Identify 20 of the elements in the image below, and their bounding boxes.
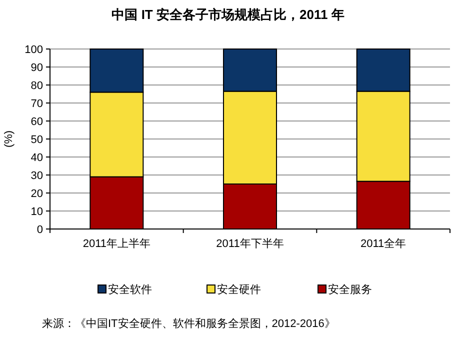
chart-title: 中国 IT 安全各子市场规模占比，2011 年 xyxy=(112,7,344,22)
legend-label: 安全硬件 xyxy=(217,283,261,296)
y-tick-label: 100 xyxy=(24,44,43,56)
y-tick-label: 20 xyxy=(30,188,43,200)
y-tick-label: 40 xyxy=(30,152,43,164)
legend-label: 安全软件 xyxy=(108,283,152,296)
x-tick-label: 2011年下半年 xyxy=(216,237,284,250)
y-tick-label: 10 xyxy=(30,206,43,218)
x-tick-label: 2011年上半年 xyxy=(82,237,150,250)
y-tick-label: 70 xyxy=(30,98,43,110)
y-tick-label: 90 xyxy=(30,62,43,74)
x-tick-label: 2011全年 xyxy=(360,238,406,250)
y-tick-label: 50 xyxy=(30,134,43,146)
source-note: 来源：《中国IT安全硬件、软件和服务全景图，2012-2016》 xyxy=(42,317,336,330)
legend-label: 安全服务 xyxy=(328,283,372,296)
y-axis-title: (%) xyxy=(3,130,15,148)
y-tick-label: 30 xyxy=(30,170,43,182)
y-tick-label: 0 xyxy=(36,224,43,236)
y-tick-label: 60 xyxy=(30,116,43,128)
y-tick-label: 80 xyxy=(30,80,43,92)
